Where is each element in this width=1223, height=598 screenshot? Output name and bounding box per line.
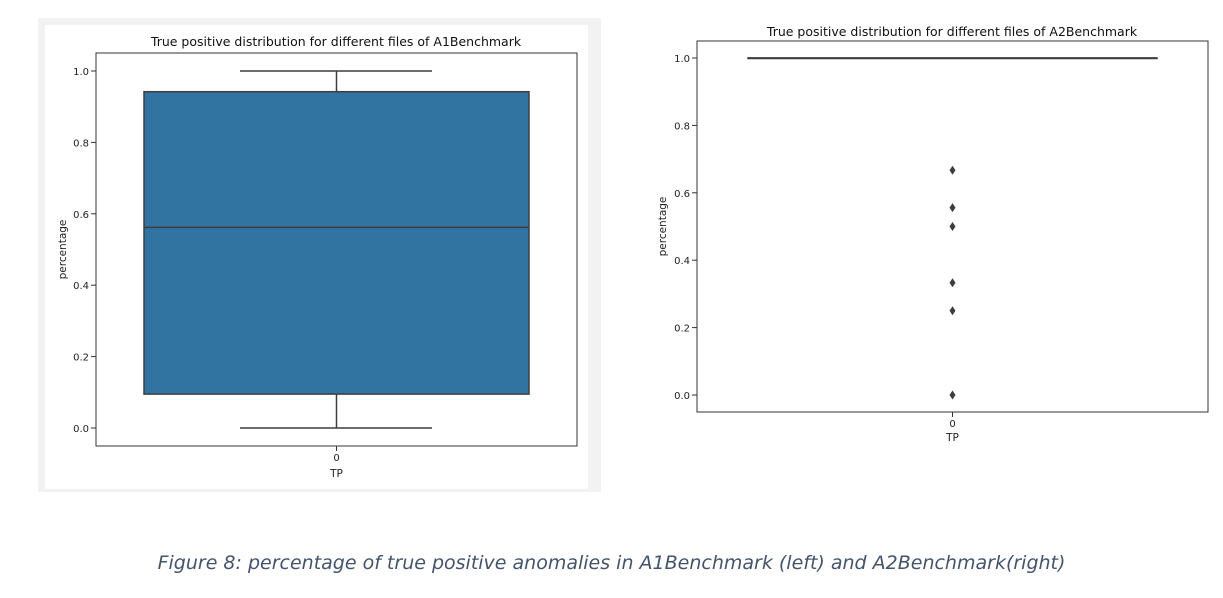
y-tick-label: 1.0 [674,54,690,65]
y-tick-label: 0.0 [73,424,89,435]
y-tick-label: 1.0 [73,67,89,78]
y-tick-label: 0.8 [73,138,89,149]
outlier-point [949,203,956,213]
outlier-point [949,278,956,288]
x-axis-label: TP [329,468,343,480]
x-tick-label: 0 [949,419,955,430]
y-axis-label: percentage [57,220,69,280]
chart-title: True positive distribution for different… [766,24,1138,39]
outlier-point [949,306,956,316]
y-tick-label: 0.4 [73,281,89,292]
y-tick-label: 0.0 [674,391,690,402]
x-axis-label: TP [945,432,959,444]
y-tick-label: 0.6 [73,210,89,221]
y-tick-label: 0.4 [674,256,690,267]
box-iqr [143,90,530,395]
figure-caption: Figure 8: percentage of true positive an… [157,552,1066,574]
x-tick-label: 0 [333,453,339,464]
y-tick-label: 0.8 [674,121,690,132]
y-tick-label: 0.6 [674,189,690,200]
chart-title: True positive distribution for different… [150,34,522,49]
y-axis-label: percentage [657,197,669,257]
y-tick-label: 0.2 [674,324,690,335]
outlier-point [949,390,956,400]
y-tick-label: 0.2 [73,353,89,364]
outlier-point [949,222,956,231]
outlier-point [949,165,956,175]
